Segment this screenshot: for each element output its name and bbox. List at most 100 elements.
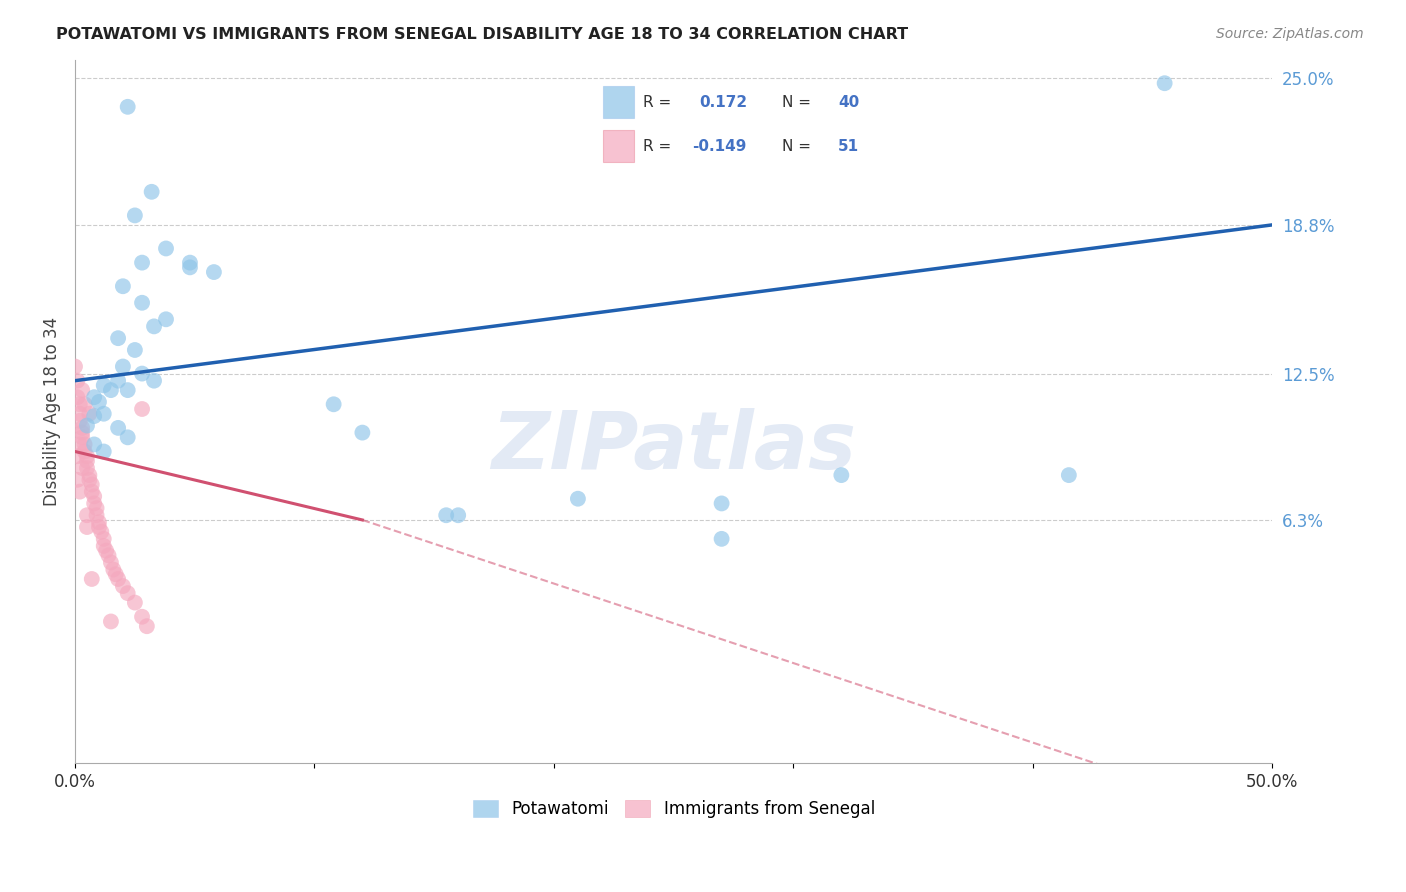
Text: -0.149: -0.149 [693, 139, 747, 153]
Point [86, 508, 108, 523]
Point [103, 562, 125, 576]
Point [352, 425, 374, 440]
Point [83, 437, 105, 451]
Point [131, 295, 153, 310]
Y-axis label: Disability Age 18 to 34: Disability Age 18 to 34 [44, 317, 60, 506]
Point [73, 444, 96, 458]
Point [83, 489, 105, 503]
Point [131, 367, 153, 381]
Text: 51: 51 [838, 139, 859, 153]
Point [87, 520, 110, 534]
Point [70, 430, 93, 444]
Point [97, 549, 120, 563]
Point [79, 473, 101, 487]
Point [100, 615, 122, 629]
Point [111, 359, 134, 374]
Point [447, 508, 470, 523]
Point [76, 461, 98, 475]
Point [69, 407, 91, 421]
Point [83, 409, 105, 423]
Point [93, 539, 115, 553]
Point [69, 397, 91, 411]
Point [83, 390, 105, 404]
Point [567, 491, 589, 506]
Point [155, 312, 177, 326]
Point [66, 374, 89, 388]
Point [830, 468, 852, 483]
Point [100, 556, 122, 570]
Point [79, 407, 101, 421]
Point [135, 619, 157, 633]
Point [69, 414, 91, 428]
Text: 0.172: 0.172 [699, 95, 747, 110]
Point [93, 444, 115, 458]
Text: 40: 40 [838, 95, 859, 110]
Point [86, 501, 108, 516]
Point [104, 567, 127, 582]
Point [117, 383, 139, 397]
Point [94, 543, 117, 558]
Point [322, 397, 344, 411]
Bar [603, 130, 634, 162]
Point [76, 454, 98, 468]
Legend: Potawatomi, Immigrants from Senegal: Potawatomi, Immigrants from Senegal [465, 794, 882, 825]
Point [111, 579, 134, 593]
Point [80, 572, 103, 586]
Point [76, 508, 98, 523]
Point [69, 437, 91, 451]
Point [73, 397, 96, 411]
Point [93, 407, 115, 421]
Text: R =: R = [643, 139, 671, 153]
Point [83, 496, 105, 510]
Point [107, 421, 129, 435]
Point [79, 468, 101, 483]
Point [202, 265, 225, 279]
Point [76, 449, 98, 463]
Point [90, 524, 112, 539]
Point [117, 100, 139, 114]
Point [93, 532, 115, 546]
Point [124, 343, 146, 357]
Point [87, 516, 110, 530]
Point [76, 418, 98, 433]
Point [124, 596, 146, 610]
Point [710, 496, 733, 510]
Point [155, 242, 177, 256]
Point [131, 402, 153, 417]
Point [131, 255, 153, 269]
Point [143, 319, 166, 334]
Text: N =: N = [782, 139, 811, 153]
Point [70, 461, 93, 475]
Point [107, 331, 129, 345]
Point [179, 260, 201, 275]
Point [710, 532, 733, 546]
Point [1153, 76, 1175, 90]
Point [73, 437, 96, 451]
Text: N =: N = [782, 95, 811, 110]
Point [107, 572, 129, 586]
Point [107, 374, 129, 388]
Text: POTAWATOMI VS IMMIGRANTS FROM SENEGAL DISABILITY AGE 18 TO 34 CORRELATION CHART: POTAWATOMI VS IMMIGRANTS FROM SENEGAL DI… [56, 27, 908, 42]
Point [80, 484, 103, 499]
Point [66, 390, 89, 404]
Text: R =: R = [643, 95, 671, 110]
Point [70, 383, 93, 397]
Point [70, 421, 93, 435]
Text: Source: ZipAtlas.com: Source: ZipAtlas.com [1216, 27, 1364, 41]
Point [66, 449, 89, 463]
Point [80, 477, 103, 491]
Point [434, 508, 457, 523]
Point [1057, 468, 1080, 483]
Point [131, 609, 153, 624]
Text: ZIPatlas: ZIPatlas [491, 408, 856, 485]
Point [66, 473, 89, 487]
Point [87, 395, 110, 409]
Point [93, 378, 115, 392]
Point [111, 279, 134, 293]
Point [141, 185, 163, 199]
Bar [603, 87, 634, 119]
Point [69, 484, 91, 499]
Point [70, 425, 93, 440]
Point [179, 255, 201, 269]
Point [76, 520, 98, 534]
